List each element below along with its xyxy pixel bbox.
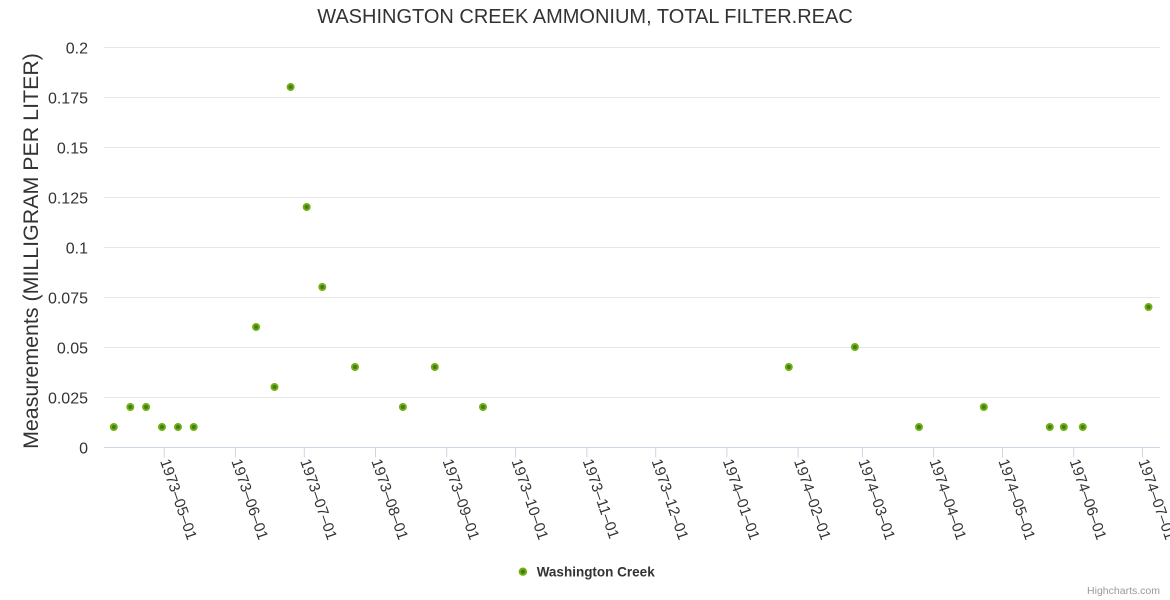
svg-text:0.025: 0.025 (48, 391, 88, 408)
svg-text:0.05: 0.05 (57, 341, 88, 358)
svg-text:WASHINGTON CREEK AMMONIUM, TOT: WASHINGTON CREEK AMMONIUM, TOTAL FILTER.… (317, 6, 853, 28)
svg-text:Washington Creek: Washington Creek (537, 564, 656, 579)
svg-text:0.15: 0.15 (57, 141, 88, 158)
svg-text:0: 0 (79, 441, 88, 458)
svg-text:0.075: 0.075 (48, 291, 88, 308)
svg-text:0.1: 0.1 (66, 241, 88, 258)
svg-text:Highcharts.com: Highcharts.com (1087, 585, 1160, 597)
svg-text:0.125: 0.125 (48, 191, 88, 208)
svg-text:0.2: 0.2 (66, 41, 88, 58)
svg-text:Measurements (MILLIGRAM PER LI: Measurements (MILLIGRAM PER LITER) (19, 53, 43, 449)
svg-text:0.175: 0.175 (48, 91, 88, 108)
